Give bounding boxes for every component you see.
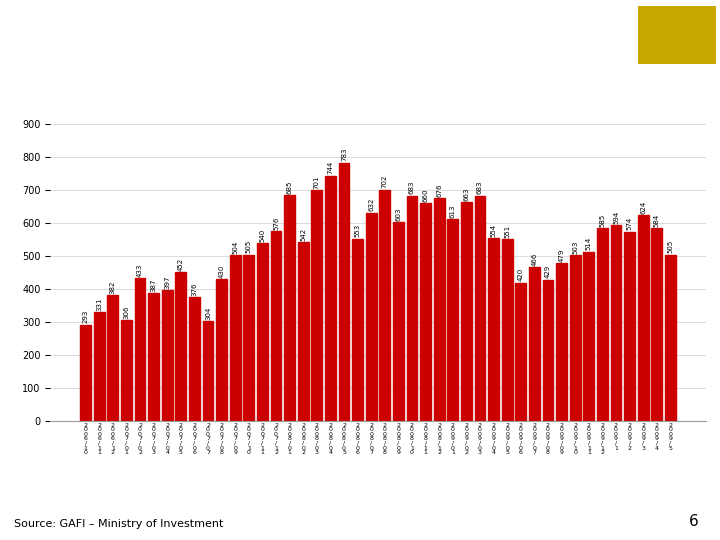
- Bar: [474, 196, 485, 421]
- Bar: [135, 278, 145, 421]
- Text: 466: 466: [531, 253, 537, 266]
- Bar: [570, 255, 580, 421]
- Text: 430: 430: [219, 265, 225, 278]
- Bar: [298, 242, 309, 421]
- Text: 505: 505: [667, 240, 673, 253]
- Text: 542: 542: [300, 228, 306, 241]
- Text: 683: 683: [409, 181, 415, 194]
- Bar: [230, 255, 240, 421]
- Bar: [148, 294, 159, 421]
- Bar: [338, 163, 349, 421]
- Bar: [366, 213, 377, 421]
- Bar: [597, 228, 608, 421]
- Text: 331: 331: [96, 297, 102, 310]
- Text: 632: 632: [368, 198, 374, 211]
- Bar: [420, 204, 431, 421]
- Text: 429: 429: [545, 265, 551, 278]
- Text: 304: 304: [205, 306, 211, 320]
- Bar: [611, 225, 621, 421]
- Text: 702: 702: [382, 175, 388, 188]
- Bar: [284, 195, 295, 421]
- Bar: [556, 263, 567, 421]
- Bar: [461, 202, 472, 421]
- Text: 554: 554: [490, 224, 497, 237]
- Bar: [652, 228, 662, 421]
- Bar: [202, 321, 213, 421]
- Bar: [447, 219, 458, 421]
- Bar: [271, 231, 282, 421]
- Text: 479: 479: [559, 248, 564, 262]
- Bar: [80, 325, 91, 421]
- Bar: [583, 252, 594, 421]
- Text: 6: 6: [688, 514, 698, 529]
- Bar: [516, 282, 526, 421]
- Text: 585: 585: [599, 214, 606, 227]
- Text: 663: 663: [464, 187, 469, 201]
- Text: 783: 783: [341, 148, 347, 161]
- Bar: [121, 320, 132, 421]
- Bar: [325, 176, 336, 421]
- Text: 613: 613: [450, 204, 456, 218]
- Text: 514: 514: [586, 237, 592, 250]
- Bar: [107, 295, 118, 421]
- Text: 574: 574: [626, 217, 633, 231]
- Text: 452: 452: [178, 258, 184, 271]
- Bar: [529, 267, 540, 421]
- Text: 551: 551: [504, 225, 510, 238]
- Text: 397: 397: [164, 275, 170, 289]
- Text: 433: 433: [137, 264, 143, 277]
- Text: 603: 603: [395, 207, 401, 221]
- Bar: [624, 232, 635, 421]
- Bar: [665, 254, 676, 421]
- Text: 683: 683: [477, 181, 483, 194]
- Text: 584: 584: [654, 214, 660, 227]
- Bar: [311, 190, 323, 421]
- Text: 624: 624: [640, 201, 646, 214]
- Text: 701: 701: [314, 175, 320, 188]
- Text: 387: 387: [150, 279, 157, 292]
- Bar: [502, 239, 513, 421]
- Bar: [243, 254, 254, 421]
- Bar: [176, 272, 186, 421]
- Text: 540: 540: [259, 228, 266, 242]
- Text: 505: 505: [246, 240, 252, 253]
- Text: 594: 594: [613, 211, 619, 224]
- Text: 382: 382: [110, 280, 116, 294]
- Bar: [162, 290, 173, 421]
- Bar: [433, 198, 445, 421]
- Text: 420: 420: [518, 268, 523, 281]
- Text: 504: 504: [233, 240, 238, 254]
- Text: Establishment of Corporations (Monthly): Establishment of Corporations (Monthly): [76, 21, 557, 41]
- Text: 503: 503: [572, 240, 578, 254]
- Bar: [189, 297, 200, 421]
- Bar: [638, 215, 649, 421]
- Bar: [379, 190, 390, 421]
- Text: 576: 576: [273, 217, 279, 230]
- Bar: [94, 312, 104, 421]
- Text: 685: 685: [287, 180, 292, 194]
- Bar: [393, 222, 404, 421]
- Text: 376: 376: [192, 282, 197, 296]
- Bar: [257, 243, 268, 421]
- Text: 660: 660: [423, 188, 428, 202]
- Text: 306: 306: [123, 306, 130, 319]
- Bar: [352, 239, 363, 421]
- Text: 293: 293: [83, 310, 89, 323]
- Bar: [216, 279, 227, 421]
- Bar: [543, 280, 554, 421]
- Bar: [488, 238, 499, 421]
- Text: 553: 553: [355, 224, 361, 238]
- Bar: [407, 196, 418, 421]
- Text: 744: 744: [328, 161, 333, 174]
- Text: Source: GAFI – Ministry of Investment: Source: GAFI – Ministry of Investment: [14, 519, 224, 529]
- Text: 676: 676: [436, 183, 442, 197]
